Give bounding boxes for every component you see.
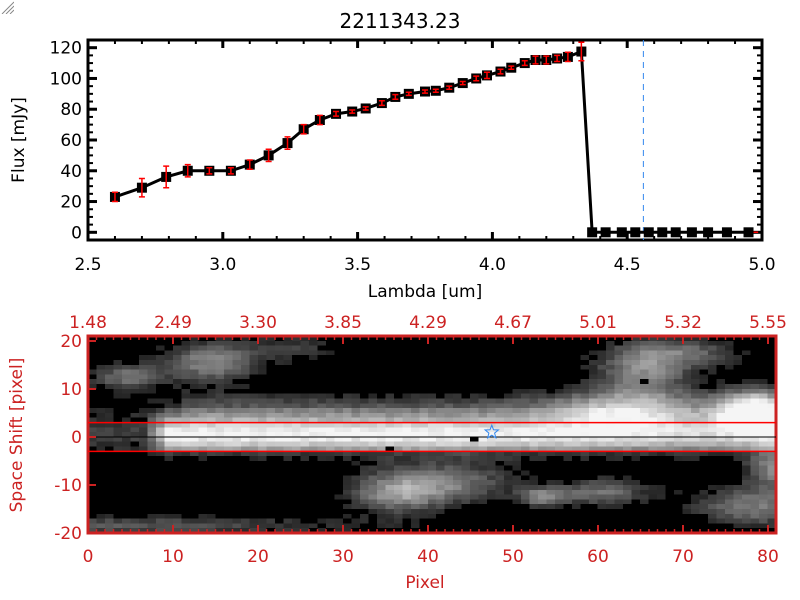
image-top-tick-label: 4.67 <box>494 313 532 333</box>
error-bar <box>284 136 291 150</box>
data-point <box>630 227 641 238</box>
image-top-tick-label: 4.29 <box>409 313 447 333</box>
error-bar <box>111 191 118 203</box>
image-y-tick-label: 10 <box>60 380 82 400</box>
x-tick-label: 3.5 <box>344 255 371 275</box>
image-x-tick-label: 60 <box>587 547 609 567</box>
image-top-tick-label: 2.49 <box>154 313 192 333</box>
image-y-axis-label: Space Shift [pixel] <box>7 358 27 513</box>
error-bar <box>422 89 428 94</box>
image-y-tick-label: 0 <box>71 428 82 448</box>
error-bar <box>333 110 340 117</box>
image-y-tick-label: 20 <box>60 332 82 352</box>
image-top-tick-label: 5.01 <box>579 313 617 333</box>
error-bar <box>184 163 191 178</box>
image-top-tick-label: 5.32 <box>664 313 702 333</box>
image-x-tick-label: 80 <box>757 547 779 567</box>
y-axis-label: Flux [mJy] <box>9 97 29 183</box>
image-x-tick-label: 20 <box>247 547 269 567</box>
error-bar <box>316 114 323 126</box>
error-bar <box>246 159 253 170</box>
image-y-tick-label: -20 <box>54 524 82 544</box>
error-bar <box>521 60 528 67</box>
data-point <box>686 227 697 238</box>
image-x-axis-label: Pixel <box>405 573 444 593</box>
image-top-tick-label: 5.55 <box>749 313 787 333</box>
chart-title: 2211343.23 <box>340 9 461 33</box>
x-tick-label: 4.5 <box>614 255 641 275</box>
y-tick-label: 40 <box>60 162 82 182</box>
image-y-tick-label: -10 <box>54 476 82 496</box>
error-bar <box>138 177 145 198</box>
data-point <box>743 227 754 238</box>
data-point <box>657 227 668 238</box>
error-bar <box>484 71 491 80</box>
error-bar <box>578 41 585 62</box>
image-x-tick-label: 70 <box>672 547 694 567</box>
resize-grip-icon[interactable] <box>0 0 14 14</box>
x-tick-label: 2.5 <box>74 255 101 275</box>
data-point <box>616 227 627 238</box>
error-bar <box>564 51 571 63</box>
error-bar <box>532 55 539 65</box>
error-bar <box>508 65 515 70</box>
error-bar <box>362 106 369 111</box>
x-tick-label: 5.0 <box>748 255 775 275</box>
image-top-tick-label: 1.48 <box>69 313 107 333</box>
data-point <box>587 227 598 238</box>
y-tick-label: 0 <box>71 223 82 243</box>
error-bar <box>349 109 356 114</box>
y-tick-label: 20 <box>60 193 82 213</box>
error-bar <box>497 68 504 75</box>
error-bar <box>227 166 234 175</box>
y-tick-label: 120 <box>50 39 82 59</box>
error-bar <box>163 165 170 189</box>
image-top-tick-label: 3.85 <box>324 313 362 333</box>
error-bar <box>378 100 385 107</box>
error-bar <box>265 148 272 163</box>
y-tick-label: 100 <box>50 69 82 89</box>
image-x-tick-label: 40 <box>417 547 439 567</box>
data-point <box>670 227 681 238</box>
data-point <box>703 227 714 238</box>
star-marker-icon <box>483 423 500 440</box>
data-point <box>721 227 732 238</box>
error-bar <box>206 166 213 175</box>
image-x-tick-label: 30 <box>332 547 354 567</box>
spectrum-2d-image <box>88 336 776 533</box>
data-point <box>643 227 654 238</box>
image-x-tick-label: 10 <box>162 547 184 567</box>
x-tick-label: 3.0 <box>209 255 236 275</box>
x-axis-label: Lambda [um] <box>368 282 482 302</box>
image-x-tick-label: 50 <box>502 547 524 567</box>
error-bar <box>405 91 412 97</box>
error-bar <box>473 75 480 82</box>
error-bar <box>554 54 561 63</box>
error-bar <box>432 88 439 94</box>
image-x-tick-label: 0 <box>83 547 94 567</box>
x-tick-label: 4.0 <box>479 255 506 275</box>
error-bar <box>300 123 307 135</box>
data-point <box>600 227 611 238</box>
error-bar <box>459 80 466 86</box>
error-bar <box>446 85 453 90</box>
error-bar <box>392 93 399 100</box>
y-tick-label: 80 <box>60 100 82 120</box>
image-top-tick-label: 3.30 <box>239 313 277 333</box>
error-bar <box>543 55 550 65</box>
image-frame <box>86 334 778 535</box>
y-tick-label: 60 <box>60 131 82 151</box>
